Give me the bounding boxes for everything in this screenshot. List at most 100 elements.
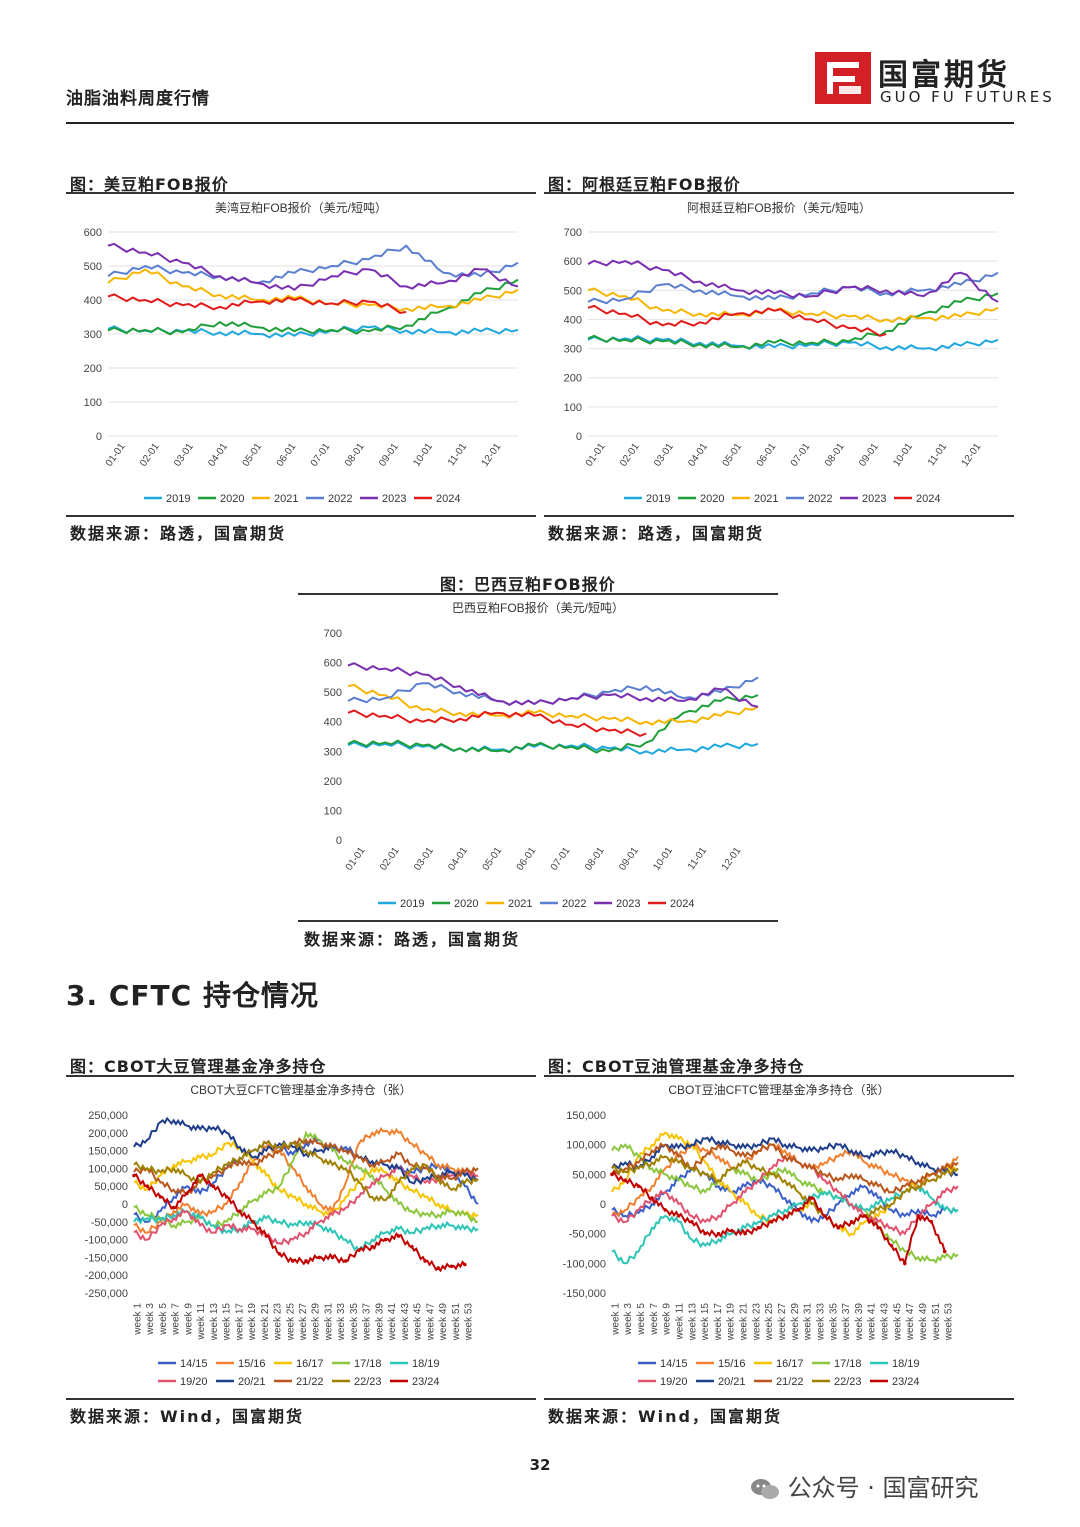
caption-divider (544, 1075, 1014, 1077)
series-marker (290, 1259, 295, 1263)
series-line (133, 1130, 479, 1230)
legend-label: 2020 (700, 493, 724, 505)
legend-label: 18/19 (892, 1358, 920, 1370)
x-tick-label: week 53 (464, 1303, 475, 1342)
series-line (133, 1207, 479, 1253)
series-line (587, 271, 999, 305)
caption-divider (298, 593, 778, 595)
legend-label: 2021 (754, 493, 778, 505)
x-tick-label: 05-01 (721, 441, 745, 469)
figure-caption: 图：美豆粕FOB报价 (70, 175, 229, 194)
x-tick-label: week 47 (425, 1303, 436, 1342)
chart-cbot-soybean-net-long: CBOT大豆CFTC管理基金净多持仓（张） -250,000 -200,000 -15… (66, 1078, 536, 1400)
series-marker (449, 1264, 454, 1269)
y-tick-label: 150,000 (566, 1110, 606, 1122)
series-marker (370, 1244, 374, 1249)
series-marker (876, 1225, 880, 1230)
series-marker (185, 1191, 189, 1196)
header-divider (66, 122, 1014, 124)
series-line (611, 1143, 959, 1264)
series-marker (916, 1214, 920, 1218)
series-marker (317, 1255, 322, 1260)
source-divider (298, 920, 778, 922)
x-tick-label: week 5 (636, 1303, 647, 1336)
series-marker (304, 1259, 308, 1263)
series-marker (436, 1266, 441, 1270)
series-marker (198, 1173, 202, 1178)
x-tick-label: week 9 (183, 1303, 194, 1336)
x-tick-label: week 19 (726, 1303, 737, 1342)
x-tick-label: week 3 (623, 1303, 634, 1336)
series-line (107, 293, 407, 315)
x-tick-label: 10-01 (651, 845, 675, 873)
series-line (347, 683, 759, 726)
series-marker (650, 1196, 654, 1200)
x-tick-label: 01-01 (344, 845, 368, 873)
figure-caption: 图：CBOT大豆管理基金净多持仓 (70, 1057, 327, 1076)
series-marker (690, 1220, 694, 1224)
series-marker (703, 1231, 707, 1236)
figure-caption: 图：巴西豆粕FOB报价 (440, 575, 616, 594)
series-marker (849, 1220, 854, 1224)
x-tick-label: week 53 (944, 1303, 955, 1342)
x-tick-label: week 29 (311, 1303, 322, 1342)
chart-brazil-meal: 巴西豆粕FOB报价（美元/短吨） 0 100 200 300 400 500 600 700 01… (298, 596, 778, 922)
legend-label: 21/22 (776, 1376, 804, 1388)
x-tick-label: week 39 (374, 1303, 385, 1342)
x-tick-label: week 49 (438, 1303, 449, 1342)
y-tick-label: -50,000 (569, 1229, 606, 1241)
series-marker (796, 1208, 801, 1212)
legend-label: 16/17 (776, 1358, 804, 1370)
x-tick-label: week 49 (918, 1303, 929, 1342)
x-tick-label: 06-01 (755, 441, 779, 469)
x-tick-label: 07-01 (309, 441, 333, 469)
x-tick-label: week 25 (764, 1303, 775, 1342)
x-tick-label: week 39 (854, 1303, 865, 1342)
legend-label: 17/18 (354, 1358, 382, 1370)
series-marker (211, 1184, 216, 1188)
y-tick-label: 700 (564, 227, 582, 239)
legend-label: 20/21 (238, 1376, 266, 1388)
x-tick-label: week 9 (662, 1303, 673, 1336)
series-marker (809, 1196, 814, 1200)
legend-label: 2022 (808, 493, 832, 505)
y-tick-label: 200 (84, 363, 102, 375)
x-tick-label: week 41 (867, 1303, 878, 1342)
series-marker (756, 1225, 761, 1230)
x-tick-label: week 51 (931, 1303, 942, 1342)
x-tick-label: 09-01 (377, 441, 401, 469)
x-tick-label: 08-01 (583, 845, 607, 873)
chart-us-meal: 美湾豆粕FOB报价（美元/短吨） 0 100 200 300 400 500 600 01-01… (66, 196, 536, 515)
series-marker (663, 1208, 668, 1212)
series-line (611, 1154, 959, 1230)
legend-label: 14/15 (660, 1358, 688, 1370)
series-line (107, 324, 519, 339)
chart-argentina-meal: 阿根廷豆粕FOB报价（美元/短吨） 0 100 200 300 400 500 600 700 0… (544, 196, 1014, 515)
source-divider (544, 515, 1014, 517)
legend-label: 2022 (328, 493, 352, 505)
series-marker (171, 1205, 176, 1210)
series-marker (383, 1237, 388, 1242)
caption-divider (544, 192, 1014, 194)
series-line (587, 259, 999, 303)
x-tick-label: week 27 (298, 1303, 309, 1342)
y-tick-label: 100,000 (88, 1163, 128, 1175)
y-tick-label: 0 (576, 431, 582, 443)
series-line (611, 1170, 946, 1267)
x-tick-label: week 13 (687, 1303, 698, 1342)
series-marker (902, 1261, 907, 1266)
source-divider (66, 1398, 536, 1400)
chart-title: CBOT大豆CFTC管理基金净多持仓（张） (190, 1082, 411, 1097)
legend-label: 15/16 (238, 1358, 266, 1370)
x-tick-label: 03-01 (652, 441, 676, 469)
series-line (587, 287, 999, 324)
wechat-watermark: 公众号 · 国富研究 (750, 1468, 979, 1503)
x-tick-label: week 25 (285, 1303, 296, 1342)
logo-text-en: GUO FU FUTURES (880, 88, 1055, 106)
series-line (611, 1135, 959, 1178)
y-tick-label: 700 (324, 628, 342, 640)
y-tick-label: 500 (324, 687, 342, 699)
y-tick-label: 0 (336, 835, 342, 847)
x-tick-label: 12-01 (960, 441, 984, 469)
figure-caption: 图：阿根廷豆粕FOB报价 (548, 175, 741, 194)
